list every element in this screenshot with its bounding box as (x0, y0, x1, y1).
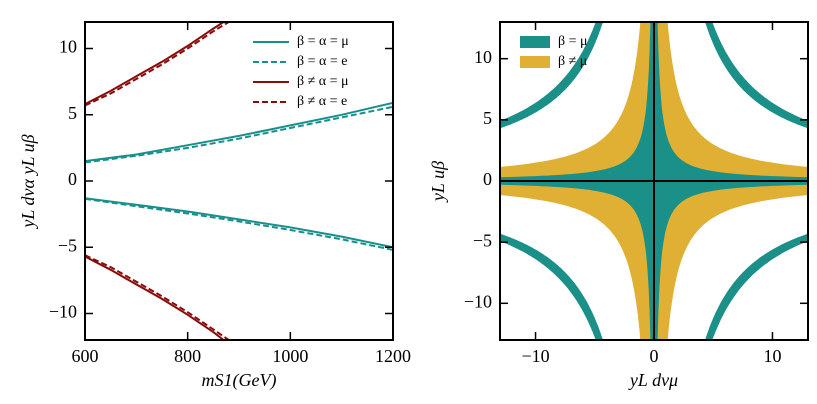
x-tick-label: 600 (72, 346, 99, 366)
y-tick-label: 10 (59, 37, 77, 57)
y-tick-label: 0 (68, 169, 77, 189)
legend-label: β ≠ α = e (297, 94, 347, 109)
legend-swatch (520, 56, 550, 68)
y-axis-label: yL uβ (428, 161, 448, 203)
x-tick-label: 10 (763, 346, 781, 366)
series-line (85, 105, 393, 251)
y-tick-label: 5 (68, 103, 77, 123)
x-axis-label: yL dνμ (628, 370, 678, 390)
plot-area (85, 22, 393, 340)
legend-label: β = α = μ (297, 34, 349, 49)
y-axis-label: yL dνα yL uβ (18, 134, 38, 229)
y-tick-label: −10 (464, 291, 492, 311)
legend-swatch (520, 36, 550, 48)
legend-label: β ≠ α = μ (297, 74, 349, 89)
y-tick-label: −5 (58, 235, 77, 255)
x-tick-label: 0 (650, 346, 659, 366)
plot-area (500, 22, 808, 340)
x-tick-label: 1200 (375, 346, 411, 366)
x-tick-label: −10 (521, 346, 549, 366)
legend-label: β = μ (558, 34, 588, 49)
axes-frame (84, 21, 394, 341)
series-line (85, 22, 230, 340)
series-line (85, 101, 393, 249)
y-tick-label: −5 (473, 230, 492, 250)
legend-label: β = α = e (297, 54, 347, 69)
series-line (85, 22, 225, 340)
y-tick-label: −10 (49, 302, 77, 322)
x-axis-label: mS1(GeV) (202, 370, 277, 391)
x-tick-label: 800 (174, 346, 201, 366)
y-tick-label: 0 (483, 169, 492, 189)
y-tick-label: 10 (474, 47, 492, 67)
x-tick-label: 1000 (272, 346, 308, 366)
y-tick-label: 5 (483, 108, 492, 128)
legend-label: β ≠ μ (558, 54, 587, 69)
